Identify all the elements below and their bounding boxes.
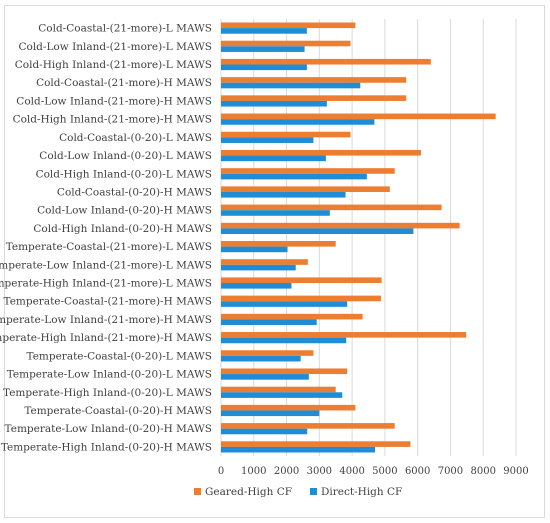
bar-geared-high-cf bbox=[221, 131, 351, 138]
bar-direct-high-cf bbox=[221, 100, 327, 107]
x-tick-label: 5000 bbox=[372, 466, 397, 477]
x-tick-label: 9000 bbox=[503, 466, 528, 477]
bar-geared-high-cf bbox=[221, 222, 460, 229]
bar-geared-high-cf bbox=[221, 332, 467, 338]
category-label: Cold-High Inland-(0-20)-H MAWS bbox=[33, 223, 212, 235]
category-label: Temperate-High Inland-(21-more)-L MAWS bbox=[0, 278, 212, 290]
category-label: Cold-Low Inland-(21-more)-L MAWS bbox=[18, 41, 212, 53]
bar-direct-high-cf bbox=[221, 246, 288, 253]
bar-direct-high-cf bbox=[221, 64, 307, 71]
category-label: Cold-Coastal-(0-20)-H MAWS bbox=[57, 186, 212, 198]
bar-direct-high-cf bbox=[221, 173, 367, 180]
x-tick-label: 3000 bbox=[307, 466, 332, 477]
bar-geared-high-cf bbox=[221, 386, 336, 393]
x-tick-label: 2000 bbox=[274, 466, 299, 477]
bar-direct-high-cf bbox=[221, 155, 326, 162]
category-label: Temperate-Low Inland-(0-20)-L MAWS bbox=[7, 369, 212, 381]
bar-direct-high-cf bbox=[221, 410, 320, 417]
bar-direct-high-cf bbox=[221, 283, 292, 289]
legend-direct-high-cf-swatch bbox=[310, 488, 317, 495]
bar-geared-high-cf bbox=[221, 368, 348, 375]
category-label: Cold-Low Inland-(21-more)-H MAWS bbox=[16, 95, 212, 107]
bar-direct-high-cf bbox=[221, 191, 346, 198]
bar-geared-high-cf bbox=[221, 259, 308, 265]
bar-direct-high-cf bbox=[221, 337, 347, 344]
bar-direct-high-cf bbox=[221, 228, 414, 234]
bar-geared-high-cf bbox=[221, 40, 351, 47]
bar-direct-high-cf bbox=[221, 210, 330, 216]
x-tick-label: 7000 bbox=[438, 466, 463, 477]
category-label: Cold-Coastal-(21-more)-H MAWS bbox=[36, 77, 212, 89]
bar-geared-high-cf bbox=[221, 350, 314, 356]
category-label: Temperate-High Inland-(0-20)-H MAWS bbox=[1, 441, 212, 453]
category-label: Temperate-Coastal-(21-more)-H MAWS bbox=[4, 296, 213, 308]
category-label: Cold-High Inland-(21-more)-L MAWS bbox=[15, 59, 212, 71]
bar-geared-high-cf bbox=[221, 404, 356, 411]
legend-geared-high-cf-swatch bbox=[194, 488, 201, 495]
bar-direct-high-cf bbox=[221, 374, 309, 380]
bar-geared-high-cf bbox=[221, 113, 496, 120]
bar-geared-high-cf bbox=[221, 95, 407, 101]
bar-geared-high-cf bbox=[221, 441, 411, 447]
bar-direct-high-cf bbox=[221, 264, 296, 271]
bar-direct-high-cf bbox=[221, 319, 317, 326]
category-label: Cold-High Inland-(21-more)-H MAWS bbox=[13, 114, 212, 126]
category-label: Cold-Coastal-(0-20)-L MAWS bbox=[59, 132, 212, 144]
bar-direct-high-cf bbox=[221, 82, 361, 89]
category-label: Temperate-Low Inland-(0-20)-H MAWS bbox=[5, 423, 212, 435]
bar-direct-high-cf bbox=[221, 46, 305, 52]
category-label: Cold-High Inland-(0-20)-L MAWS bbox=[36, 168, 212, 180]
bar-direct-high-cf bbox=[221, 428, 308, 435]
bar-direct-high-cf bbox=[221, 446, 376, 453]
x-tick-label: 1000 bbox=[241, 466, 266, 477]
bar-direct-high-cf bbox=[221, 355, 301, 362]
x-tick-label: 0 bbox=[218, 466, 224, 477]
category-label: Temperate-Coastal-(21-more)-L MAWS bbox=[6, 241, 212, 253]
bar-geared-high-cf bbox=[221, 58, 431, 65]
category-label: Temperate-High Inland-(0-20)-L MAWS bbox=[3, 387, 212, 399]
bar-geared-high-cf bbox=[221, 313, 363, 320]
x-tick-label: 8000 bbox=[470, 466, 495, 477]
category-label: Temperate-Coastal-(0-20)-L MAWS bbox=[27, 350, 212, 362]
bar-direct-high-cf bbox=[221, 137, 314, 143]
bar-geared-high-cf bbox=[221, 295, 381, 302]
bar-geared-high-cf bbox=[221, 241, 336, 247]
category-label: Temperate-Low Inland-(21-more)-H MAWS bbox=[0, 314, 212, 326]
bar-geared-high-cf bbox=[221, 423, 395, 429]
bar-geared-high-cf bbox=[221, 277, 382, 284]
bar-geared-high-cf bbox=[221, 168, 395, 174]
category-label: Temperate-High Inland-(21-more)-H MAWS bbox=[0, 332, 212, 344]
bar-direct-high-cf bbox=[221, 392, 343, 398]
bar-direct-high-cf bbox=[221, 301, 348, 307]
bar-geared-high-cf bbox=[221, 22, 356, 29]
x-tick-label: 6000 bbox=[405, 466, 430, 477]
category-label: Temperate-Low Inland-(21-more)-L MAWS bbox=[0, 259, 212, 271]
bar-geared-high-cf bbox=[221, 77, 407, 83]
bar-geared-high-cf bbox=[221, 204, 442, 211]
bar-geared-high-cf bbox=[221, 186, 390, 192]
x-tick-label: 4000 bbox=[339, 466, 364, 477]
legend-direct-high-cf-label: Direct-High CF bbox=[321, 486, 402, 498]
bar-direct-high-cf bbox=[221, 28, 307, 34]
category-label: Cold-Low Inland-(0-20)-H MAWS bbox=[37, 205, 212, 217]
bar-geared-high-cf bbox=[221, 149, 421, 156]
category-label: Cold-Low Inland-(0-20)-L MAWS bbox=[39, 150, 212, 162]
category-label: Cold-Coastal-(21-more)-L MAWS bbox=[38, 23, 212, 35]
bar-direct-high-cf bbox=[221, 119, 375, 125]
category-label: Temperate-Coastal-(0-20)-H MAWS bbox=[24, 405, 212, 417]
legend-geared-high-cf-label: Geared-High CF bbox=[205, 486, 292, 498]
